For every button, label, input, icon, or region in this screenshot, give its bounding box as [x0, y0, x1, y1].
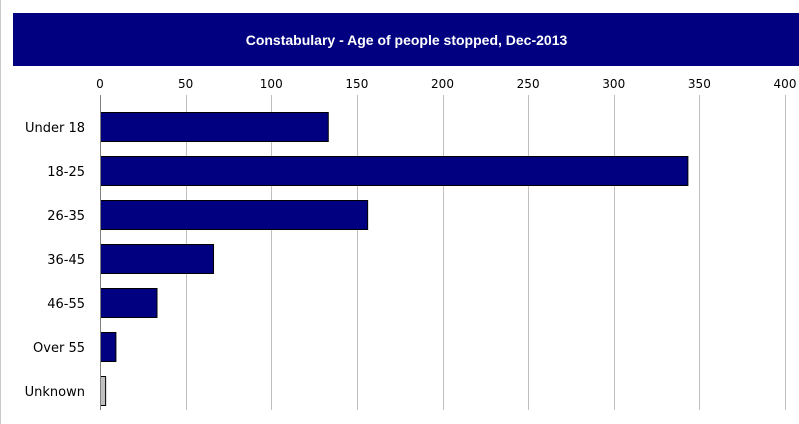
x-tick-label: 200 — [431, 77, 454, 91]
category-label: Unknown — [25, 385, 85, 400]
x-tick-label: 0 — [96, 77, 104, 91]
bar-36-45 — [100, 244, 215, 274]
category-label: 26-35 — [47, 209, 85, 224]
x-tick-label: 400 — [774, 77, 797, 91]
bar-unknown — [100, 376, 107, 406]
bar-18-25 — [100, 156, 689, 186]
category-label: 18-25 — [47, 165, 85, 180]
x-tick-label: 300 — [602, 77, 625, 91]
category-label: 36-45 — [47, 253, 85, 268]
chart-title: Constabulary - Age of people stopped, De… — [245, 31, 568, 48]
category-label: Under 18 — [25, 121, 85, 136]
chart-title-bar: Constabulary - Age of people stopped, De… — [13, 13, 799, 66]
x-tick-label: 100 — [260, 77, 283, 91]
bar-26-35 — [100, 200, 369, 230]
x-tick-label: 50 — [178, 77, 193, 91]
bar-46-55 — [100, 288, 158, 318]
x-tick-label: 350 — [688, 77, 711, 91]
x-tick-layer: 0 50 100 150 200 250 300 350 400 — [96, 77, 796, 91]
x-tick-label: 150 — [345, 77, 368, 91]
category-label-layer: Under 18 18-25 26-35 36-45 46-55 Over 55 Unkno… — [25, 121, 85, 400]
category-label: Over 55 — [33, 341, 85, 356]
bar-layer — [100, 112, 689, 406]
category-label: 46-55 — [47, 297, 85, 312]
x-tick-label: 250 — [517, 77, 540, 91]
grid-layer — [100, 95, 786, 410]
bar-chart-plot: 0 50 100 150 200 250 300 350 400 Under 18 18-25 26… — [25, 77, 796, 410]
bar-over-55 — [100, 332, 117, 362]
bar-under-18 — [100, 112, 329, 142]
